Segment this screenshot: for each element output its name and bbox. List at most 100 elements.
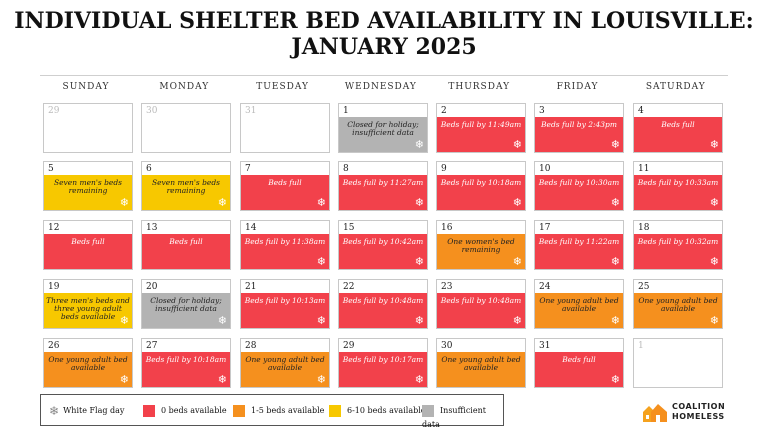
header-divider: [40, 75, 728, 76]
snowflake-icon: ❄: [610, 138, 620, 151]
calendar-day-cell: 2 Beds full by 11:49am ❄: [436, 103, 526, 153]
snowflake-icon: ❄: [512, 255, 522, 268]
weekday-header: SUNDAY MONDAY TUESDAY WEDNESDAY THURSDAY FRID…: [40, 82, 728, 96]
availability-note: Beds full by 10:32am: [637, 237, 719, 246]
snowflake-icon: ❄: [217, 373, 227, 386]
calendar-day-cell: 17 Beds full by 11:22am ❄: [534, 220, 624, 270]
availability-band-red: Beds full by 10:48am ❄: [437, 293, 525, 328]
snowflake-icon: ❄: [610, 314, 620, 327]
calendar-day-cell: 30 One young adult bed available: [436, 338, 526, 388]
day-number: 31: [539, 341, 551, 351]
calendar-day-cell: 10 Beds full by 10:30am ❄: [534, 161, 624, 211]
availability-note: Beds full by 2:43pm: [541, 120, 617, 129]
availability-band-red: Beds full by 11:22am ❄: [535, 234, 623, 269]
title-line-2: JANUARY 2025: [291, 34, 477, 60]
availability-band-red: Beds full by 11:27am ❄: [339, 175, 427, 210]
calendar-day-cell: 19 Three men's beds and three young adult…: [43, 279, 133, 329]
availability-note: One young adult bed available: [441, 355, 521, 372]
availability-note: Beds full by 10:48am: [342, 296, 424, 305]
day-number: 15: [343, 223, 355, 233]
calendar-day-cell: 27 Beds full by 10:18am ❄: [141, 338, 231, 388]
day-number: 28: [245, 341, 257, 351]
availability-note: One young adult bed available: [245, 355, 325, 372]
day-number: 30: [146, 106, 158, 116]
calendar-day-cell: 6 Seven men's beds remaining ❄: [141, 161, 231, 211]
legend-six-ten-beds: 6-10 beds available: [329, 404, 426, 418]
snowflake-icon: ❄: [414, 314, 424, 327]
calendar-day-cell: 5 Seven men's beds remaining ❄: [43, 161, 133, 211]
calendar-day-cell: 1: [633, 338, 723, 388]
availability-note: Beds full by 11:38am: [244, 237, 326, 246]
availability-band-red: Beds full by 10:30am ❄: [535, 175, 623, 210]
calendar-day-cell: 25 One young adult bed available ❄: [633, 279, 723, 329]
calendar-day-cell: 4 Beds full ❄: [633, 103, 723, 153]
availability-note: Beds full by 10:13am: [244, 296, 326, 305]
calendar-day-cell: 23 Beds full by 10:48am ❄: [436, 279, 526, 329]
snowflake-icon: ❄: [709, 196, 719, 209]
availability-band-red: Beds full by 10:17am ❄: [339, 352, 427, 387]
gray-swatch: [422, 405, 434, 417]
availability-band-red: Beds full by 10:18am ❄: [437, 175, 525, 210]
calendar-day-cell: 31 Beds full ❄: [534, 338, 624, 388]
calendar-day-cell: 8 Beds full by 11:27am ❄: [338, 161, 428, 211]
snowflake-icon: ❄: [316, 196, 326, 209]
weekday-sunday: SUNDAY: [62, 82, 110, 92]
availability-note: Beds full by 10:18am: [440, 178, 522, 187]
availability-band-orange: One young adult bed available ❄: [535, 293, 623, 328]
availability-band-orange: One young adult bed available ❄: [44, 352, 132, 387]
day-number: 1: [343, 106, 349, 116]
calendar-day-cell: 29: [43, 103, 133, 153]
day-number: 3: [539, 106, 545, 116]
day-number: 7: [245, 164, 251, 174]
yellow-swatch: [329, 405, 341, 417]
weekday-friday: FRIDAY: [556, 82, 599, 92]
day-number: 19: [48, 282, 60, 292]
snowflake-icon: ❄: [49, 404, 60, 418]
availability-band-red: Beds full by 10:33am ❄: [634, 175, 722, 210]
house-logo-icon: [643, 404, 667, 422]
snowflake-icon: ❄: [316, 255, 326, 268]
availability-note: Beds full by 10:17am: [342, 355, 424, 364]
calendar-day-cell: 21 Beds full by 10:13am ❄: [240, 279, 330, 329]
availability-band-red: Beds full: [44, 234, 132, 269]
day-number: 21: [245, 282, 257, 292]
calendar-day-cell: 20 Closed for holiday; insufficient data ❄: [141, 279, 231, 329]
legend: ❄ White Flag day 0 beds available 1-5 bed…: [40, 394, 504, 429]
snowflake-icon: ❄: [217, 314, 227, 327]
day-number: 1: [638, 341, 644, 351]
availability-note: Beds full: [661, 120, 695, 129]
legend-zero-label: 0 beds available: [161, 406, 227, 415]
title-line-1: INDIVIDUAL SHELTER BED AVAILABILITY IN L…: [14, 8, 754, 34]
calendar-day-cell: 31: [240, 103, 330, 153]
logo-line-1: COALITION: [672, 402, 726, 411]
availability-band-red: Beds full ❄: [241, 175, 329, 210]
day-number: 25: [638, 282, 650, 292]
orange-swatch: [233, 405, 245, 417]
legend-six-ten-label: 6-10 beds available: [347, 406, 426, 415]
availability-note: Beds full by 10:33am: [637, 178, 719, 187]
calendar-day-cell: 3 Beds full by 2:43pm ❄: [534, 103, 624, 153]
snowflake-icon: ❄: [709, 138, 719, 151]
day-number: 31: [245, 106, 257, 116]
snowflake-icon: ❄: [414, 138, 424, 151]
snowflake-icon: ❄: [119, 373, 129, 386]
day-number: 9: [441, 164, 447, 174]
availability-band-red: Beds full by 10:48am ❄: [339, 293, 427, 328]
day-number: 24: [539, 282, 551, 292]
availability-band-orange: One young adult bed available ❄: [241, 352, 329, 387]
calendar-day-cell: 11 Beds full by 10:33am ❄: [633, 161, 723, 211]
logo-line-2: HOMELESS: [672, 412, 725, 421]
availability-band-red: Beds full by 10:32am ❄: [634, 234, 722, 269]
weekday-tuesday: TUESDAY: [256, 82, 309, 92]
availability-note: Beds full by 11:27am: [342, 178, 424, 187]
legend-insufficient-label: Insufficient data: [422, 406, 486, 429]
snowflake-icon: ❄: [709, 255, 719, 268]
snowflake-icon: ❄: [512, 138, 522, 151]
day-number: 8: [343, 164, 349, 174]
day-number: 14: [245, 223, 257, 233]
availability-band-orange: One young adult bed available: [437, 352, 525, 387]
day-number: 2: [441, 106, 447, 116]
day-number: 12: [48, 223, 60, 233]
availability-note: One young adult bed available: [539, 296, 619, 313]
availability-note: One young adult bed available: [48, 355, 128, 372]
